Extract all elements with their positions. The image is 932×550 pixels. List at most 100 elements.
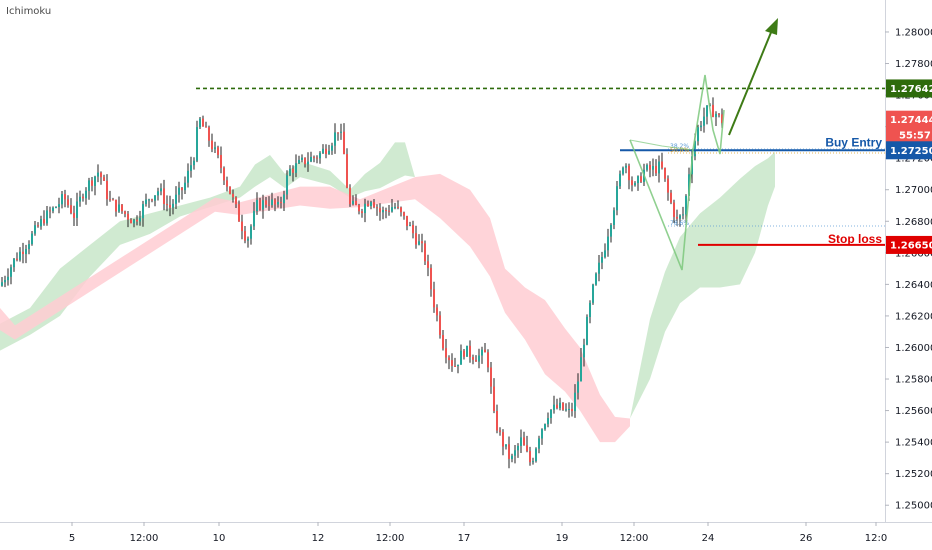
candle-body [607,236,609,251]
candle-body [598,262,600,274]
candle-body [142,204,144,219]
candle-body [391,207,393,212]
candle-body [370,202,372,207]
candle-body [40,219,42,227]
cloud-cloud-up-2 [630,151,775,419]
candle-body [25,249,27,255]
candle-body [124,211,126,214]
candle-body [550,409,552,418]
candle-body [133,219,135,224]
candle-body [553,404,555,410]
candle-body [283,194,285,204]
candle-body [250,226,252,239]
candle-body [718,113,720,115]
candle-body [640,176,642,182]
candle-body [181,187,183,191]
candle-body [460,350,462,365]
price-levels: Buy Entry Stop loss [196,87,885,246]
candle-body [436,307,438,316]
candle-body [619,173,621,187]
candle-body [304,157,306,165]
time-axis[interactable]: 5 12:00 10 12 12:00 17 19 12:00 24 26 12:0 [69,522,887,544]
fib-level-label: 78.6% [670,220,689,227]
bar-countdown: 55:57 [899,131,931,142]
candle-body [316,157,318,159]
candle-body [37,225,39,227]
candle-body [433,289,435,308]
candle-body [481,349,483,356]
stop-loss-price-tag-bg [886,235,932,254]
candle-body [454,365,456,367]
candle-body [514,450,516,456]
candle-body [238,204,240,222]
price-axis-label: 1.25800 [895,375,932,386]
candle-body [574,392,576,412]
candle-body [517,445,519,451]
candle-body [121,204,123,212]
candle-body [568,409,570,410]
candle-body [43,219,45,224]
candle-body [355,200,357,206]
time-axis-label: 12:0 [865,533,887,544]
candle-body [94,176,96,186]
candle-body [616,186,618,211]
price-axis[interactable]: 1.25000 1.25200 1.25400 1.25600 1.25800 1.260… [885,27,932,512]
candle-body [235,197,237,205]
price-tags: 1.27642 1.27444 55:57 1.27250 1.26650 [886,79,932,254]
candle-body [46,210,48,224]
candle-body [67,199,69,206]
candle-body [610,225,612,237]
candle-body [511,455,513,459]
stop-loss-price-tag: 1.26650 [890,240,932,251]
time-axis-label: 10 [213,533,226,544]
fib-level-label: 38.2% [670,143,689,150]
candle-body [16,258,18,260]
candle-body [313,156,315,158]
candle-body [241,221,243,232]
candle-body [379,208,381,213]
candle-body [586,316,588,345]
candle-body [7,276,9,281]
candle-body [565,409,567,411]
candle-body [664,167,666,179]
buy-entry-price-tag-bg [886,141,932,160]
candle-body [424,243,426,262]
candle-body [502,432,504,447]
candle-body [166,204,168,205]
candle-body [148,199,150,201]
candle-body [19,251,21,260]
candle-body [208,127,210,141]
candle-body [145,199,147,205]
candle-body [535,448,537,462]
candle-body [223,167,225,181]
candle-body [319,153,321,159]
candle-body [457,364,459,367]
candle-body [541,429,543,439]
candle-body [613,210,615,225]
candle-body [442,335,444,349]
candle-body [331,145,333,151]
candle-body [445,348,447,358]
candle-body [232,193,234,198]
candle-body [334,132,336,146]
candle-body [538,438,540,449]
candle-body [157,191,159,196]
candle-body [31,233,33,245]
candle-body [652,166,654,170]
candle-body [112,199,114,201]
buy-entry-price-tag: 1.27250 [890,146,932,157]
candle-body [244,231,246,241]
harmonic-pattern [629,74,725,271]
candle-body [127,213,129,220]
candle-body [529,451,531,463]
price-axis-label: 1.25600 [895,406,932,417]
candle-body [85,190,87,199]
candle-body [343,131,345,155]
candle-body [493,386,495,411]
candle-body [196,127,198,161]
candle-body [715,113,717,117]
candle-body [28,244,30,250]
candle-body [583,344,585,358]
candle-body [706,105,708,117]
